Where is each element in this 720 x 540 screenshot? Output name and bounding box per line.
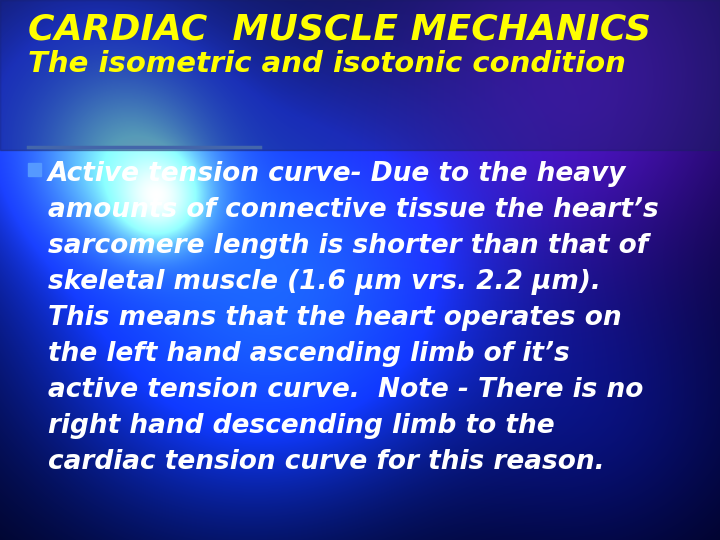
Text: cardiac tension curve for this reason.: cardiac tension curve for this reason.	[48, 449, 605, 475]
Text: sarcomere length is shorter than that of: sarcomere length is shorter than that of	[48, 233, 648, 259]
Text: The isometric and isotonic condition: The isometric and isotonic condition	[28, 50, 626, 78]
Text: active tension curve.  Note - There is no: active tension curve. Note - There is no	[48, 377, 644, 403]
Bar	[28, 163, 41, 176]
Text: CARDIAC  MUSCLE MECHANICS: CARDIAC MUSCLE MECHANICS	[28, 12, 651, 46]
Text: amounts of connective tissue the heart’s: amounts of connective tissue the heart’s	[48, 197, 659, 223]
Bar	[0, 0, 720, 150]
Text: right hand descending limb to the: right hand descending limb to the	[48, 413, 554, 439]
Text: Active tension curve- Due to the heavy: Active tension curve- Due to the heavy	[48, 161, 626, 187]
Text: skeletal muscle (1.6 μm vrs. 2.2 μm).: skeletal muscle (1.6 μm vrs. 2.2 μm).	[48, 269, 601, 295]
Text: This means that the heart operates on: This means that the heart operates on	[48, 305, 621, 331]
Text: the left hand ascending limb of it’s: the left hand ascending limb of it’s	[48, 341, 570, 367]
